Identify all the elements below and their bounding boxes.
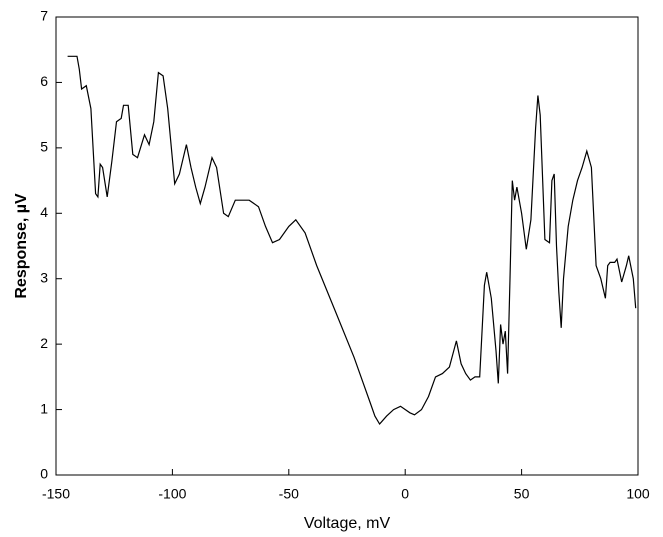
x-tick-label: -150 xyxy=(42,486,70,502)
plot-frame xyxy=(55,16,639,476)
y-tick-label: 2 xyxy=(40,335,48,351)
data-line xyxy=(67,55,637,426)
y-tick-label: 4 xyxy=(40,204,48,220)
y-tick-label: 5 xyxy=(40,139,48,155)
x-tick-label: -50 xyxy=(279,486,299,502)
x-tick-label: 50 xyxy=(514,486,530,502)
y-tick-label: 0 xyxy=(40,466,48,482)
x-tick-label: 100 xyxy=(626,486,650,502)
y-tick-label: 7 xyxy=(40,8,48,24)
x-tick-label: -100 xyxy=(158,486,186,502)
y-tick-label: 6 xyxy=(40,73,48,89)
x-tick-label: 0 xyxy=(401,486,409,502)
y-tick-label: 3 xyxy=(40,269,48,285)
y-axis-title: Response, µV xyxy=(13,193,30,299)
y-tick-label: 1 xyxy=(40,400,48,416)
x-axis-title: Voltage, mV xyxy=(304,515,391,532)
